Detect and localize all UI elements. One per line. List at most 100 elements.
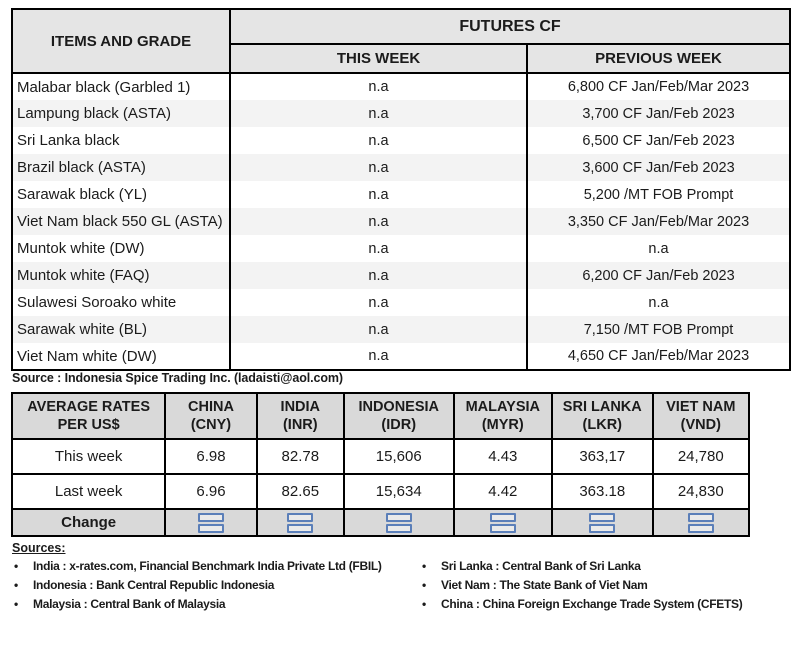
futures-header-row-2: THIS WEEK PREVIOUS WEEK [12,44,791,74]
previous-week-header: PREVIOUS WEEK [527,44,791,74]
row-label: Change [10,508,167,537]
this-week-cell: n.a [230,100,528,127]
currency-code: (IDR) [381,417,417,433]
equals-no-change-icon [489,512,516,533]
source-text: China : China Foreign Exchange Trade Sys… [441,597,743,611]
rate-cell: 363,17 [551,438,654,475]
item-cell: Muntok white (DW) [12,235,231,262]
column-header-malaysia: MALAYSIA (MYR) [452,392,554,440]
table-row: Viet Nam white (DW) n.a 4,650 CF Jan/Feb… [12,343,790,370]
rates-header-row: AVERAGE RATES PER US$ CHINA (CNY) INDIA … [10,392,751,440]
list-item: • Viet Nam : The State Bank of Viet Nam [420,576,742,595]
item-cell: Sarawak black (YL) [12,181,231,208]
bullet-icon: • [422,578,426,592]
change-cell [551,508,654,537]
table-row: Lampung black (ASTA) n.a 3,700 CF Jan/Fe… [12,100,791,127]
bullet-icon: • [422,597,426,611]
country-name: INDIA [280,399,321,415]
currency-code: (MYR) [481,417,524,433]
item-cell: Malabar black (Garbled 1) [12,73,231,100]
item-cell: Viet Nam white (DW) [12,343,231,370]
list-item: • China : China Foreign Exchange Trade Sy… [420,595,743,614]
country-name: SRI LANKA [562,399,642,415]
list-item: • India : x-rates.com, Financial Benchmar… [12,557,420,576]
rate-cell: 15,634 [342,473,455,510]
rate-cell: 6.98 [164,438,258,475]
average-rates-header: AVERAGE RATES PER US$ [10,392,167,440]
average-rates-table: AVERAGE RATES PER US$ CHINA (CNY) INDIA … [10,392,751,537]
previous-week-cell: n.a [648,294,669,311]
equals-no-change-icon [687,512,714,533]
source-text: Sri Lanka : Central Bank of Sri Lanka [441,559,641,573]
previous-week-cell: 4,650 CF Jan/Feb/Mar 2023 [567,348,750,364]
rate-cell: 6.96 [164,473,258,510]
table-row: Muntok white (DW) n.a n.a [12,235,790,262]
bullet-icon: • [422,559,426,573]
futures-header-row-1: ITEMS AND GRADE FUTURES CF [12,9,791,74]
list-item: • Indonesia : Bank Central Republic Indon… [12,576,420,595]
table-row: Sulawesi Soroako white n.a n.a [12,289,790,316]
this-week-cell: n.a [230,73,528,100]
this-week-row: This week 6.98 82.78 15,606 4.43 363,17 … [10,438,751,475]
average-rates-line2: PER US$ [57,417,120,433]
item-cell: Viet Nam black 550 GL (ASTA) [12,208,231,235]
rate-cell: 4.43 [452,438,554,475]
change-cell [164,508,258,537]
equals-no-change-icon [385,512,412,533]
currency-code: (LKR) [582,417,623,433]
equals-no-change-icon [197,512,224,533]
this-week-cell: n.a [230,154,528,181]
previous-week-cell: 3,700 CF Jan/Feb 2023 [582,105,735,122]
sources-list-left: • India : x-rates.com, Financial Benchmar… [12,557,420,614]
table-row: Sarawak white (BL) n.a 7,150 /MT FOB Pro… [12,316,791,343]
futures-cf-table: ITEMS AND GRADE FUTURES CF THIS WEEK PRE… [11,8,792,371]
previous-week-cell: 6,500 CF Jan/Feb 2023 [582,132,735,149]
this-week-cell: n.a [230,235,528,262]
source-text: India : x-rates.com, Financial Benchmark… [33,559,382,573]
previous-week-cell: 6,800 CF Jan/Feb/Mar 2023 [567,79,750,95]
rate-cell: 24,830 [651,473,751,510]
change-cell [452,508,554,537]
bullet-icon: • [14,559,18,573]
currency-code: (INR) [282,417,318,433]
source-text: Viet Nam : The State Bank of Viet Nam [441,578,648,592]
column-header-sri-lanka: SRI LANKA (LKR) [551,392,654,440]
change-row: Change [10,508,751,537]
average-rates-line1: AVERAGE RATES [27,399,150,415]
this-week-cell: n.a [230,127,528,154]
table-row: Malabar black (Garbled 1) n.a 6,800 CF J… [12,73,790,100]
rate-cell: 363.18 [551,473,654,510]
column-header-viet-nam: VIET NAM (VND) [651,392,751,440]
source-text: Indonesia : Bank Central Republic Indone… [33,578,275,592]
change-cell [651,508,751,537]
this-week-header: THIS WEEK [230,44,528,74]
sources-title: Sources: [12,541,66,555]
column-header-india: INDIA (INR) [255,392,345,440]
this-week-cell: n.a [230,316,528,343]
rate-cell: 4.42 [452,473,554,510]
table-row: Sarawak black (YL) n.a 5,200 /MT FOB Pro… [12,181,790,208]
previous-week-cell: 5,200 /MT FOB Prompt [583,186,734,203]
equals-no-change-icon [287,512,314,533]
last-week-row: Last week 6.96 82.65 15,634 4.42 363.18 … [10,473,751,510]
this-week-cell: n.a [230,343,528,370]
bullet-icon: • [14,578,18,592]
this-week-cell: n.a [230,289,528,316]
row-label: Last week [10,473,167,510]
item-cell: Lampung black (ASTA) [12,100,231,127]
previous-week-cell: 3,350 CF Jan/Feb/Mar 2023 [567,213,750,230]
column-header-indonesia: INDONESIA (IDR) [342,392,455,440]
list-item: • Malaysia : Central Bank of Malaysia [12,595,420,614]
source-text: Malaysia : Central Bank of Malaysia [33,597,226,611]
sources-list-right: • Sri Lanka : Central Bank of Sri Lanka •… [420,557,743,614]
this-week-cell: n.a [230,181,528,208]
currency-code: (CNY) [190,417,232,433]
item-cell: Sri Lanka black [12,127,231,154]
list-item: • Sri Lanka : Central Bank of Sri Lanka [420,557,742,576]
country-name: CHINA [188,399,234,415]
item-cell: Sulawesi Soroako white [12,289,231,316]
bullet-icon: • [14,597,18,611]
rate-cell: 15,606 [342,438,455,475]
item-cell: Brazil black (ASTA) [12,154,231,181]
country-name: MALAYSIA [465,399,540,415]
